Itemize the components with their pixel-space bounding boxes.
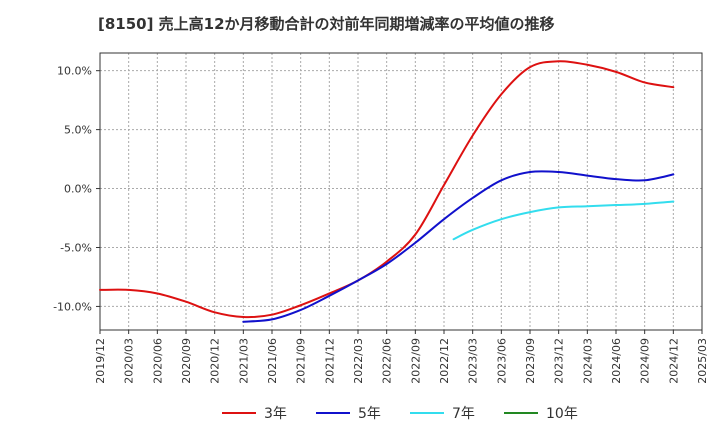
x-tick-label: 2024/03 xyxy=(581,338,594,384)
x-tick-label: 2024/09 xyxy=(639,338,652,384)
y-tick-label: -5.0% xyxy=(60,241,92,254)
x-tick-label: 2023/12 xyxy=(553,338,566,384)
x-tick-label: 2019/12 xyxy=(94,338,107,384)
series-line xyxy=(452,200,675,241)
x-tick-label: 2022/03 xyxy=(352,338,365,384)
x-tick-label: 2022/06 xyxy=(381,338,394,384)
series-line xyxy=(99,60,675,319)
legend-label: 7年 xyxy=(452,406,475,422)
x-tick-label: 2020/06 xyxy=(151,338,164,384)
x-tick-label: 2024/06 xyxy=(610,338,623,384)
x-tick-label: 2020/12 xyxy=(209,338,222,384)
x-tick-label: 2025/03 xyxy=(696,338,709,384)
y-tick-label: 10.0% xyxy=(57,65,92,78)
x-tick-label: 2021/03 xyxy=(237,338,250,384)
y-tick-label: 5.0% xyxy=(64,124,92,137)
x-tick-label: 2022/12 xyxy=(438,338,451,384)
legend-label: 3年 xyxy=(264,406,287,422)
x-axis: 2019/12 2020/03 2020/06 2020/09 2020/12 2021/… xyxy=(94,330,709,384)
legend-label: 5年 xyxy=(358,406,381,422)
series-lines xyxy=(99,60,675,323)
chart-title: [8150] 売上高12か月移動合計の対前年同期増減率の平均値の推移 xyxy=(98,15,555,33)
y-axis: 10.0% 5.0% 0.0% -5.0% -10.0% xyxy=(53,65,100,313)
series-line xyxy=(242,170,675,323)
x-tick-label: 2021/12 xyxy=(323,338,336,384)
x-tick-label: 2024/12 xyxy=(667,338,680,384)
y-tick-label: 0.0% xyxy=(64,183,92,196)
y-tick-label: -10.0% xyxy=(53,300,92,313)
x-tick-label: 2023/09 xyxy=(524,338,537,384)
legend-label: 10年 xyxy=(546,406,578,422)
x-tick-label: 2023/03 xyxy=(467,338,480,384)
x-tick-label: 2021/06 xyxy=(266,338,279,384)
x-tick-label: 2023/06 xyxy=(495,338,508,384)
plot-area-frame xyxy=(99,52,703,331)
x-tick-label: 2021/09 xyxy=(295,338,308,384)
x-tick-label: 2020/03 xyxy=(123,338,136,384)
x-tick-label: 2020/09 xyxy=(180,338,193,384)
grid xyxy=(99,53,703,330)
x-tick-label: 2022/09 xyxy=(409,338,422,384)
legend: 3年 5年 7年 10年 xyxy=(222,406,578,422)
